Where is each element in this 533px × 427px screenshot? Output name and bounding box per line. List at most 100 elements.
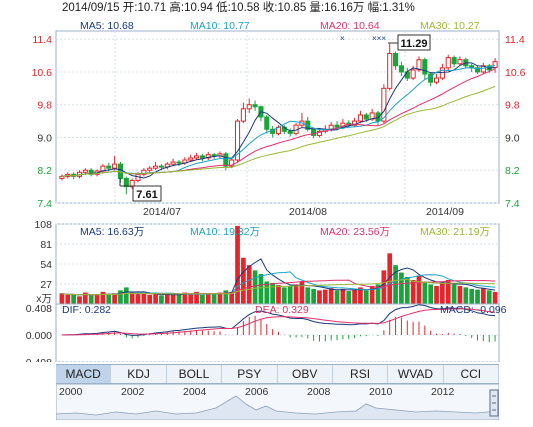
candle <box>188 154 194 163</box>
candle <box>129 178 135 189</box>
timeline-year: 2012 <box>431 386 455 398</box>
high-marker-icon: × <box>340 34 345 43</box>
volume-bar <box>264 281 270 305</box>
price-tick-left: 7.4 <box>37 198 52 210</box>
high-callout: × ××× 11.29 <box>340 34 431 51</box>
candle <box>194 153 200 160</box>
date-tick: 2014/08 <box>289 206 327 218</box>
price-tick-right: 7.4 <box>505 198 520 210</box>
candle <box>264 114 270 134</box>
tab-kdj[interactable]: KDJ <box>111 365 167 383</box>
price-tick-right: 9.0 <box>505 132 520 144</box>
price-ma-lines <box>61 62 496 179</box>
ma10-line <box>61 64 496 177</box>
tab-rsi[interactable]: RSI <box>333 365 389 383</box>
tab-psy[interactable]: PSY <box>222 365 278 383</box>
tab-cci[interactable]: CCI <box>444 365 499 383</box>
volume-bar <box>416 275 422 305</box>
volume-tick: 81 <box>40 239 52 251</box>
tab-macd[interactable]: MACD <box>56 365 112 383</box>
candle <box>147 166 153 173</box>
volume-bar <box>334 290 340 305</box>
volume-bar <box>463 287 469 305</box>
ma30-line <box>61 85 496 177</box>
timeline-range-handle[interactable] <box>489 389 499 417</box>
volume-bar <box>258 274 264 305</box>
volume-ma-legend-label: MA10: 19.32万 <box>190 226 260 238</box>
macd-tick: 0.408 <box>26 303 52 315</box>
ma5-line <box>61 62 496 179</box>
timeline-year: 2010 <box>369 386 393 398</box>
candle <box>433 74 440 85</box>
volume-ma-lines <box>61 258 496 296</box>
candle <box>357 110 363 124</box>
price-axis-labels: 11.4 11.4 10.6 10.6 9.8 9.8 9.0 9.0 8.2 8.2 7.4 7.4 <box>32 34 526 210</box>
volume-bar <box>135 294 141 305</box>
volume-bar <box>363 290 369 305</box>
macd-tick: 0.000 <box>26 330 52 342</box>
price-tick-right: 8.2 <box>505 165 520 177</box>
volume-ma-legend-label: MA5: 16.63万 <box>80 226 144 238</box>
volume-bar <box>252 270 258 305</box>
volume-bar <box>106 294 112 305</box>
timeline-price-area <box>56 395 499 420</box>
candle <box>112 155 118 171</box>
volume-bar <box>123 287 129 305</box>
volume-ma5-line <box>61 258 496 296</box>
price-tick-left: 10.6 <box>32 67 53 79</box>
volume-bar <box>147 294 153 305</box>
volume-bar <box>200 294 205 305</box>
volume-bar <box>94 294 100 305</box>
price-tick-right: 11.4 <box>505 34 525 46</box>
ma-legend-label: MA5: 10.68 <box>80 20 134 32</box>
volume-bar <box>422 281 428 305</box>
candle <box>316 129 323 138</box>
tab-wvad[interactable]: WVAD <box>388 365 444 383</box>
macd-tick: -0.408 <box>22 357 52 362</box>
price-tick-left: 11.4 <box>32 34 52 46</box>
candle <box>170 158 176 167</box>
price-ma-legend: MA5: 10.68 MA10: 10.77 MA20: 10.64 MA30: 10… <box>80 20 480 32</box>
volume-bar <box>328 288 334 305</box>
tab-obv[interactable]: OBV <box>278 365 333 383</box>
candle <box>141 168 147 177</box>
volume-bar <box>469 288 475 305</box>
high-callout-label: 11.29 <box>401 38 428 50</box>
price-tick-left: 9.8 <box>37 100 52 112</box>
candle <box>252 100 258 111</box>
dif-line <box>61 304 496 336</box>
indicator-tabs: MACD KDJ BOLL PSY OBV RSI WVAD CCI <box>56 364 499 384</box>
volume-axis-labels: 108 81 54 27 x万 <box>34 219 52 305</box>
volume-ma-legend: MA5: 16.63万 MA10: 19.32万 MA20: 23.56万 MA30:… <box>80 226 490 238</box>
candle <box>199 153 205 162</box>
volume-bar <box>486 290 492 305</box>
candle <box>451 55 457 68</box>
ma-legend-label: MA20: 10.64 <box>320 20 380 32</box>
volume-bar <box>287 285 293 305</box>
volume-tick: 27 <box>40 279 52 291</box>
price-tick-left: 8.2 <box>37 165 52 177</box>
volume-bar <box>410 279 416 305</box>
timeline-navigator[interactable]: 2000 2002 2004 2006 2008 2010 2012 <box>56 384 499 420</box>
volume-ma-legend-label: MA30: 21.19万 <box>420 226 490 238</box>
volume-bar <box>188 293 194 305</box>
volume-bar <box>434 285 439 305</box>
volume-gridlines <box>56 223 499 285</box>
volume-bar <box>282 287 287 305</box>
volume-bar <box>322 289 328 305</box>
macd-legend-label: MACD: -0.096 <box>440 304 507 316</box>
volume-tick: 54 <box>40 259 52 271</box>
timeline-year: 2002 <box>121 386 145 398</box>
candle <box>381 84 387 124</box>
candle <box>240 102 246 124</box>
quote-header: 2014/09/15 开:10.71 高:10.94 低:10.58 收:10.… <box>62 0 415 14</box>
timeline-year: 2006 <box>245 386 269 398</box>
volume-bar <box>88 295 94 305</box>
low-callout: 7.61 <box>119 178 162 202</box>
volume-bar <box>112 293 117 305</box>
tab-boll[interactable]: BOLL <box>167 365 223 383</box>
volume-bar <box>59 293 65 305</box>
candle <box>123 176 129 195</box>
volume-bar <box>176 294 182 305</box>
